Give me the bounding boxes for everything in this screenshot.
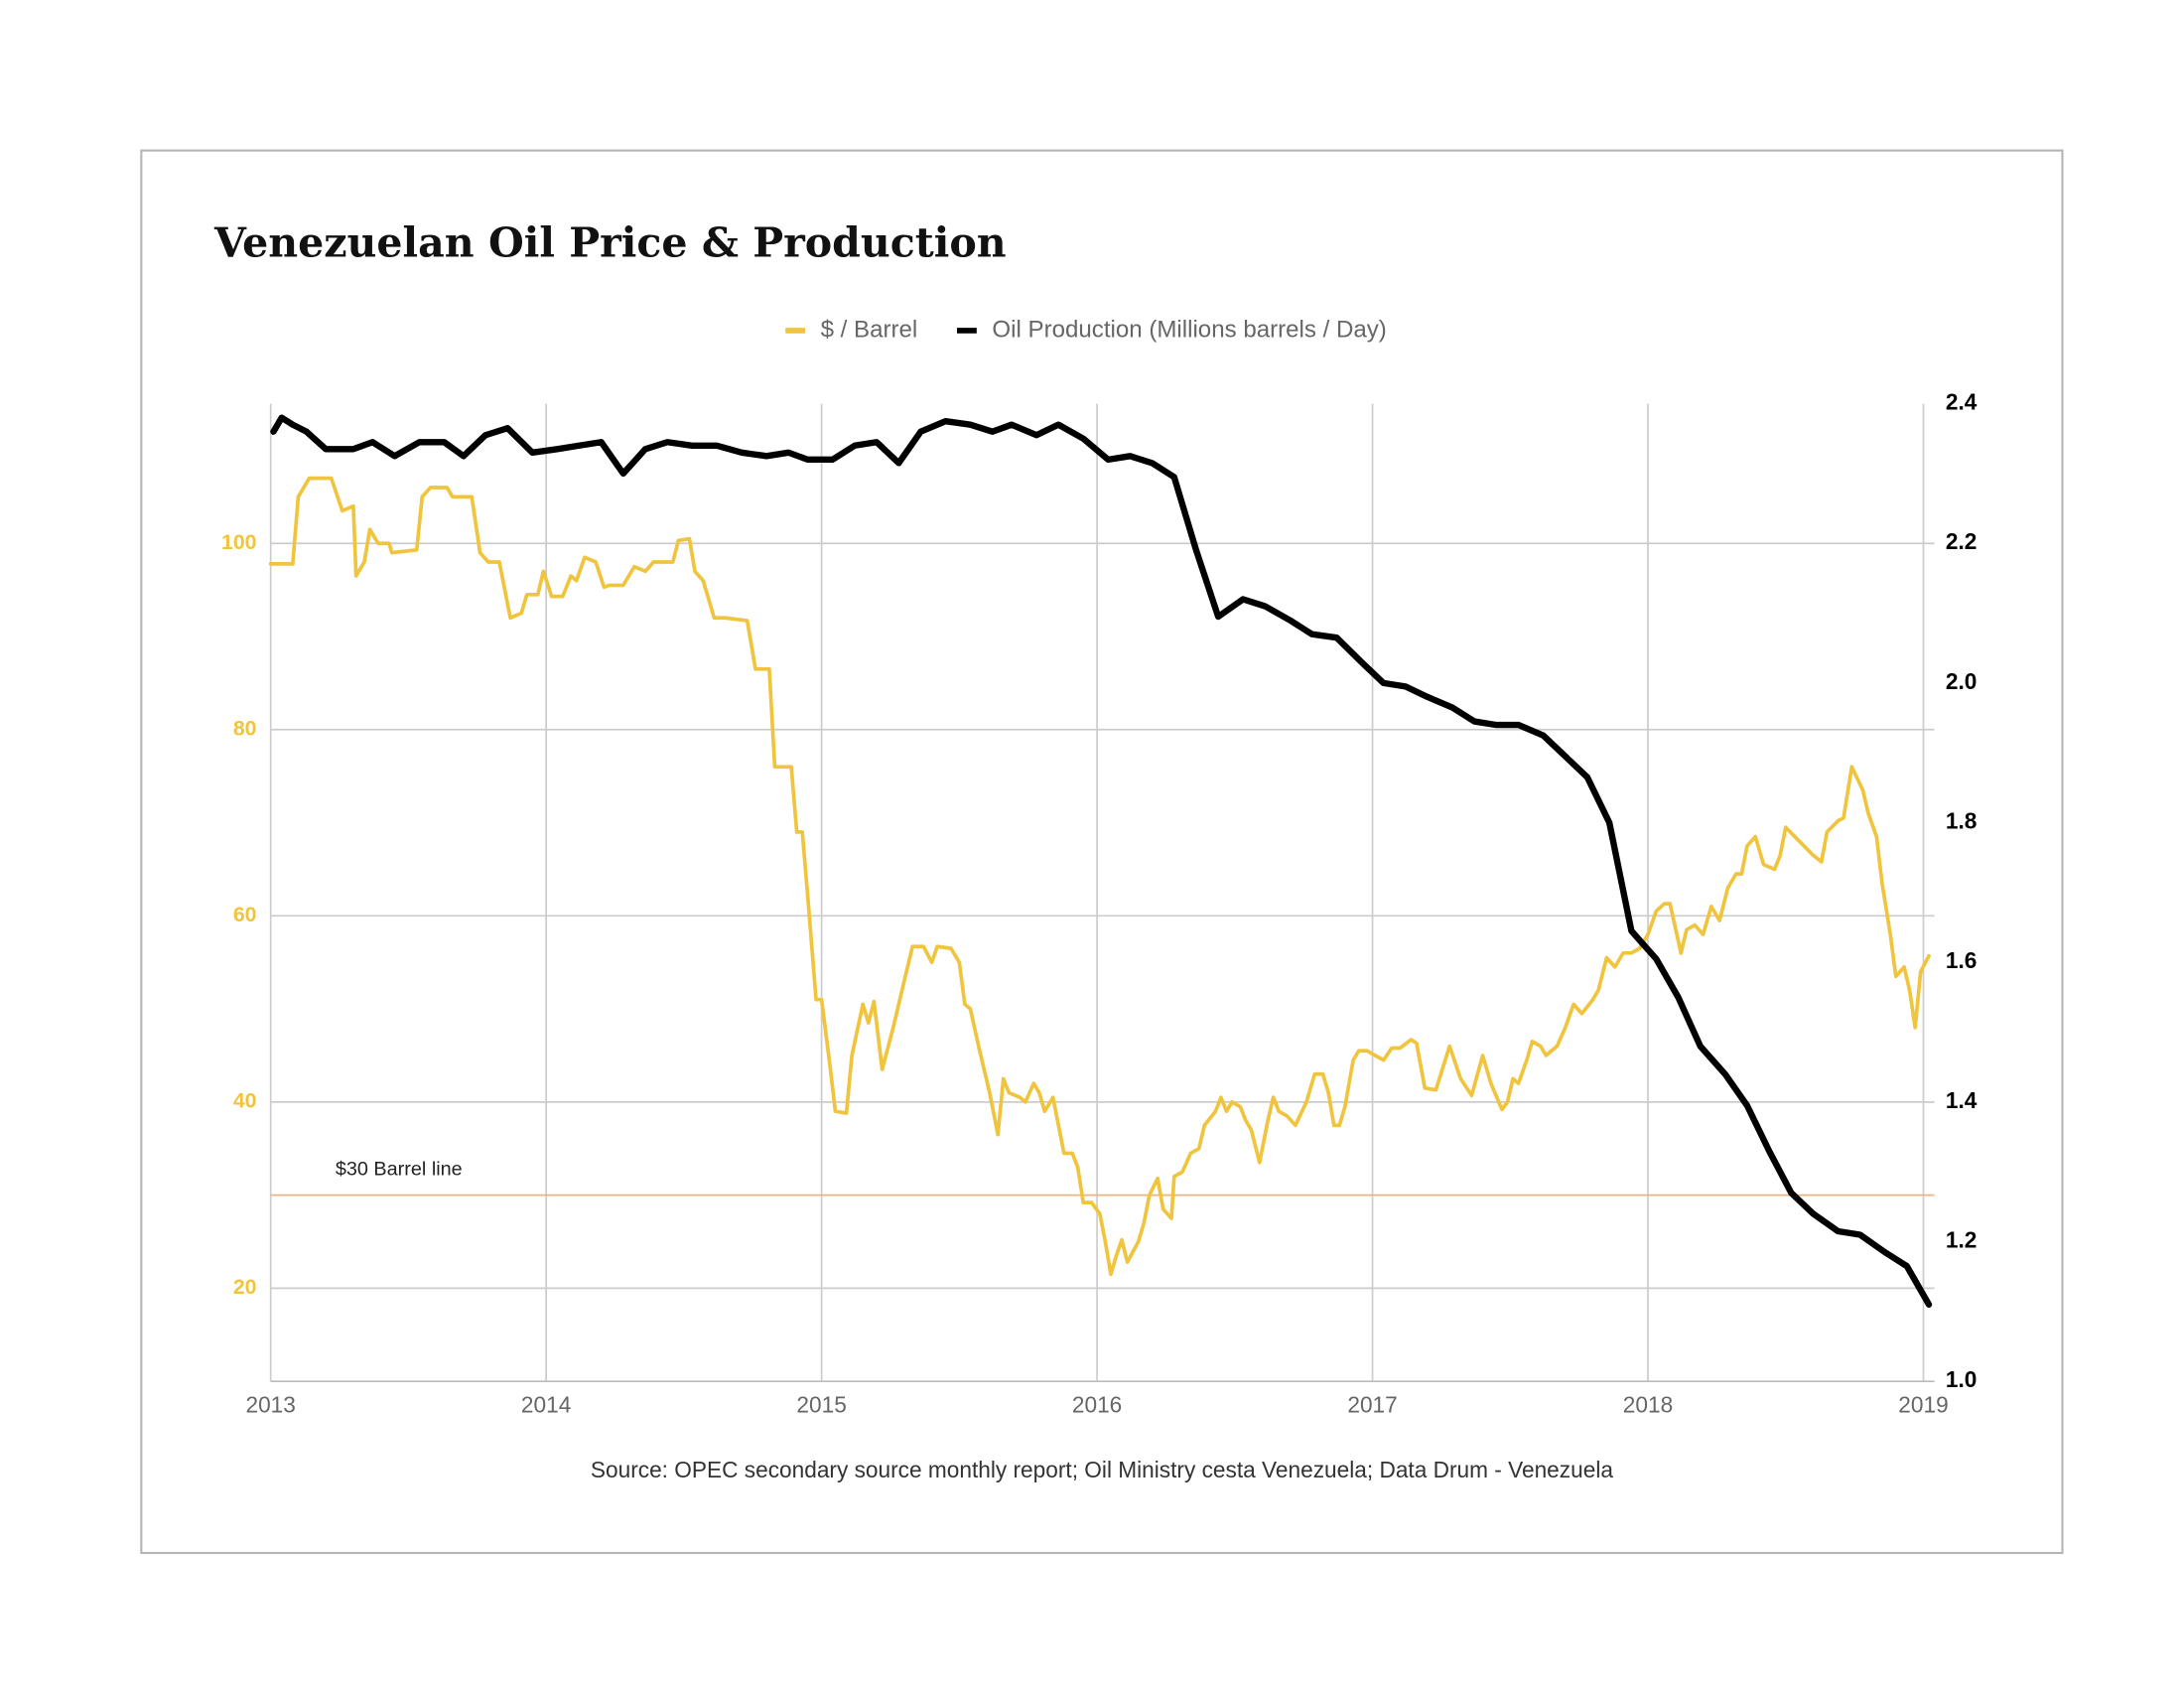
x-tick-label: 2014 — [521, 1392, 571, 1418]
legend-label: $ / Barrel — [821, 316, 918, 343]
x-tick-label: 2018 — [1623, 1392, 1673, 1418]
chart-frame — [140, 149, 2064, 1555]
reference-label: $30 Barrel line — [336, 1158, 463, 1180]
x-tick-label: 2015 — [796, 1392, 846, 1418]
y2-tick-label: 1.0 — [1946, 1366, 1978, 1392]
y2-tick-label: 1.6 — [1946, 947, 1978, 973]
x-tick-label: 2019 — [1898, 1392, 1948, 1418]
y2-tick-label: 1.4 — [1946, 1087, 1978, 1113]
legend-label: Oil Production (Millions barrels / Day) — [992, 316, 1386, 343]
x-tick-label: 2013 — [245, 1392, 295, 1418]
y-tick-label: 80 — [233, 716, 257, 740]
y-tick-label: 60 — [233, 903, 257, 926]
y2-tick-label: 2.2 — [1946, 528, 1978, 554]
x-tick-label: 2017 — [1347, 1392, 1397, 1418]
y2-tick-label: 2.4 — [1946, 389, 1978, 415]
y-tick-label: 100 — [221, 530, 256, 554]
x-tick-label: 2016 — [1072, 1392, 1122, 1418]
y2-tick-label: 1.8 — [1946, 808, 1978, 834]
source-note: Source: OPEC secondary source monthly re… — [591, 1457, 1613, 1482]
series-line — [270, 414, 1933, 1308]
y-tick-label: 40 — [233, 1088, 257, 1112]
y2-tick-label: 1.2 — [1946, 1226, 1978, 1252]
series-line — [268, 476, 1931, 1277]
y-tick-label: 20 — [233, 1275, 257, 1299]
chart-title: Venezuelan Oil Price & Production — [213, 217, 1007, 266]
y2-tick-label: 2.0 — [1946, 668, 1978, 694]
